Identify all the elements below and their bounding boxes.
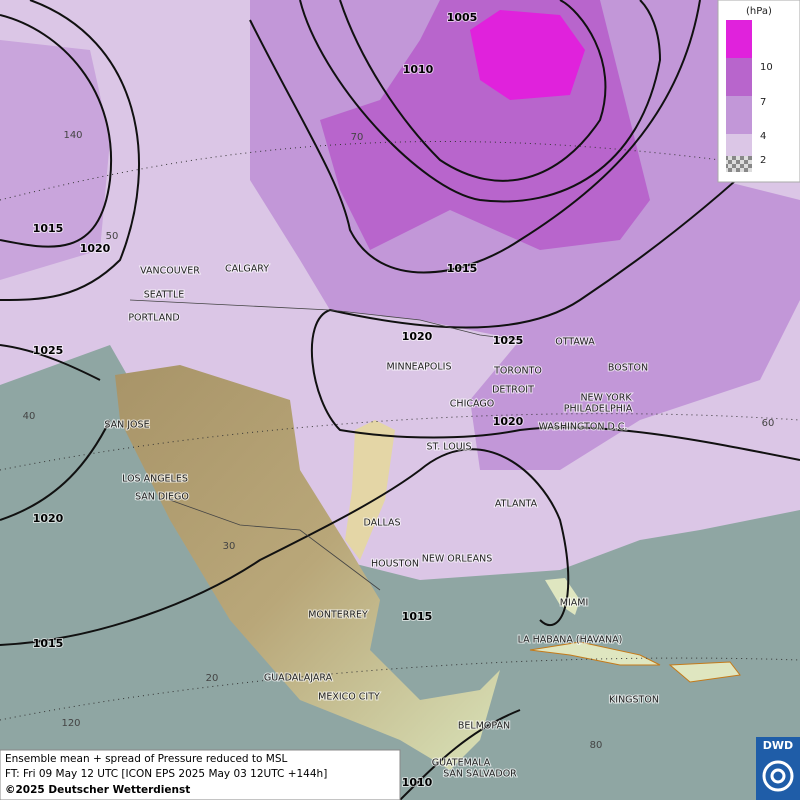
isobar xyxy=(0,14,113,248)
city-label: LA HABANA (HAVANA) xyxy=(518,635,623,646)
terrain xyxy=(115,365,500,770)
legend-swatch xyxy=(726,96,752,134)
isobar-label: 1020 xyxy=(402,330,433,343)
city-label: BOSTON xyxy=(608,363,648,374)
city-label: BELMOPAN xyxy=(458,721,510,732)
legend-label: 10 xyxy=(760,62,773,73)
sea xyxy=(0,345,800,800)
isobar-label: 1025 xyxy=(33,344,64,357)
graticule-label: 140 xyxy=(63,130,82,141)
graticule-line xyxy=(0,140,721,201)
isobar xyxy=(399,709,521,801)
city-label: SAN JOSE xyxy=(104,420,149,431)
city-label: MIAMI xyxy=(560,598,589,609)
legend-swatch xyxy=(726,134,752,156)
logo-icon xyxy=(770,768,786,784)
isobar xyxy=(0,344,101,381)
city-label: PHILADELPHIA xyxy=(564,404,633,415)
city-label: ATLANTA xyxy=(495,499,538,510)
city-label: DETROIT xyxy=(492,385,534,396)
isobar-label: 1010 xyxy=(402,776,433,789)
legend-swatch xyxy=(726,20,752,58)
city-label: CHICAGO xyxy=(450,399,494,410)
land xyxy=(545,578,580,615)
isobar-label: 1010 xyxy=(403,63,434,76)
isobar xyxy=(310,119,800,461)
legend-unit: (hPa) xyxy=(746,6,772,17)
isobar xyxy=(249,0,701,274)
city-label: WASHINGTON D.C. xyxy=(539,422,628,433)
logo-icon xyxy=(762,760,794,792)
isobar-label: 1020 xyxy=(33,512,64,525)
isobar-label: 1005 xyxy=(447,11,478,24)
isobar xyxy=(339,0,607,182)
isobar xyxy=(0,0,140,301)
graticule-line xyxy=(0,657,800,721)
city-label: OTTAWA xyxy=(555,337,595,348)
graticule-label: 30 xyxy=(223,541,236,552)
city-label: SAN SALVADOR xyxy=(443,769,517,780)
graticule-label: 80 xyxy=(590,740,603,751)
terrain xyxy=(345,420,395,560)
city-label: MONTERREY xyxy=(308,610,368,621)
footer-text: FT: Fri 09 May 12 UTC [ICON EPS 2025 May… xyxy=(5,768,327,780)
city-label: MINNEAPOLIS xyxy=(386,362,451,373)
isobar-label: 1020 xyxy=(80,242,111,255)
isobar-label: 1015 xyxy=(33,637,64,650)
footer-text: ©2025 Deutscher Wetterdienst xyxy=(5,784,190,796)
graticule-label: 120 xyxy=(61,718,80,729)
city-label: VANCOUVER xyxy=(140,266,200,277)
land xyxy=(529,641,661,666)
city-label: GUADALAJARA xyxy=(264,673,333,684)
isobar xyxy=(299,0,662,203)
isobar-label: 1015 xyxy=(402,610,433,623)
isobar-label: 1015 xyxy=(33,222,64,235)
legend-swatch xyxy=(726,156,752,172)
logo: DWD xyxy=(756,737,800,800)
footer-box xyxy=(0,749,401,801)
footer-text: Ensemble mean + spread of Pressure reduc… xyxy=(5,753,288,765)
city-label: KINGSTON xyxy=(609,695,659,706)
border xyxy=(129,299,521,341)
graticule-label: 40 xyxy=(23,411,36,422)
city-label: MEXICO CITY xyxy=(318,692,380,703)
legend: (hPa) 10 7 4 2 xyxy=(717,0,800,183)
legend-label: 4 xyxy=(760,131,766,142)
city-label: CALGARY xyxy=(225,264,269,275)
graticule-lines xyxy=(0,140,800,721)
graticule-label: 70 xyxy=(351,132,364,143)
legend-swatch xyxy=(726,58,752,96)
city-label: HOUSTON xyxy=(371,559,419,570)
border xyxy=(169,499,381,591)
graticule-label: 20 xyxy=(206,673,219,684)
logo-text: DWD xyxy=(763,739,793,752)
city-label: TORONTO xyxy=(493,366,542,377)
land xyxy=(668,661,741,683)
spread-area-max xyxy=(470,10,585,100)
isobar-label: 1020 xyxy=(493,415,524,428)
graticule-label: 60 xyxy=(762,418,775,429)
city-label: NEW ORLEANS xyxy=(422,554,493,565)
city-label: ST. LOUIS xyxy=(427,442,472,453)
legend-label: 2 xyxy=(760,155,766,166)
isobar xyxy=(0,448,570,646)
city-label: SAN DIEGO xyxy=(135,492,189,503)
isobar-label: 1015 xyxy=(447,262,478,275)
city-label: GUATEMALA xyxy=(432,758,491,769)
city-label: NEW YORK xyxy=(580,393,632,404)
city-label: PORTLAND xyxy=(128,313,179,324)
spread-area xyxy=(0,40,110,280)
graticule-line xyxy=(0,413,800,471)
city-label: DALLAS xyxy=(364,518,401,529)
isobar-label: 1025 xyxy=(493,334,524,347)
city-label: LOS ANGELES xyxy=(122,474,188,485)
graticule-label: 50 xyxy=(106,231,119,242)
legend-label: 7 xyxy=(760,97,766,108)
city-label: SEATTLE xyxy=(144,290,185,301)
footer: Ensemble mean + spread of Pressure reduc… xyxy=(0,749,401,801)
isobar xyxy=(0,419,111,521)
